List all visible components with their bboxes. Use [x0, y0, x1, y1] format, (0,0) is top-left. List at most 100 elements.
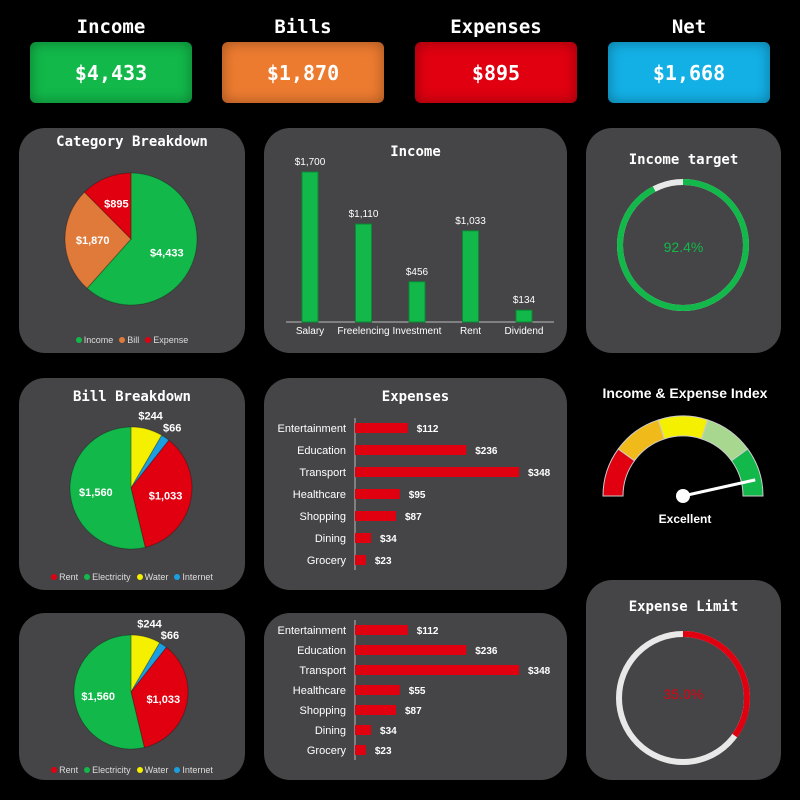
pie-slice-bill	[64, 191, 132, 289]
x-tick-label: Investment	[393, 326, 442, 337]
bar-dividend	[515, 309, 533, 323]
bar-value-label: $236	[475, 646, 498, 657]
legend-item: Internet	[174, 572, 213, 582]
pie-slice-internet	[130, 642, 168, 693]
pie-label: $66	[163, 423, 181, 435]
y-tick-label: Healthcare	[293, 489, 346, 501]
y-tick-label: Entertainment	[278, 423, 346, 435]
index-status: Excellent	[658, 512, 712, 526]
bar-value-label: $112	[417, 626, 439, 637]
y-tick-label: Entertainment	[278, 625, 346, 637]
gauge-band	[617, 419, 666, 462]
legend: Rent Electricity Water Internet	[19, 765, 245, 775]
bill-pie-2: $244$66 $1,033 $1,560	[73, 618, 189, 750]
kpi-value: $1,870	[222, 42, 384, 103]
kpi-value: $4,433	[30, 42, 192, 103]
kpi-label: Expenses	[450, 16, 542, 38]
bar-shopping	[355, 511, 396, 521]
expense-limit-value: 35.0%	[663, 686, 704, 702]
kpi-value: $895	[415, 42, 577, 103]
bar-value-label: $348	[528, 666, 551, 677]
category-pie: $4,433 $1,870 $895	[64, 172, 198, 306]
pie-label: $1,033	[146, 694, 180, 706]
bar-entertainment	[355, 625, 408, 635]
gauge-hub	[676, 489, 690, 503]
bar-value-label: $23	[375, 746, 392, 757]
bill-breakdown-card-2: $244 $66 $1,033 $1,560 Rent Electricity Water…	[19, 613, 245, 780]
pie-label: $1,033	[149, 491, 183, 503]
legend-item: Electricity	[84, 572, 131, 582]
pie-label: $244	[137, 618, 162, 630]
bar-dining	[355, 725, 372, 735]
y-tick-label: Education	[297, 645, 346, 657]
pie-slice-water	[130, 634, 161, 694]
bar-rent	[462, 230, 479, 323]
pie-slice-internet	[130, 434, 170, 489]
bar-shopping	[355, 705, 396, 715]
pie-slice-electricity	[73, 634, 145, 750]
pie-label: $4,433	[150, 248, 184, 260]
legend-item: Internet	[174, 765, 213, 775]
bill-pie: $244$66 $1,033 $1,560	[69, 411, 193, 550]
bar-value-label: $34	[380, 726, 397, 737]
expenses-bar-chart: Entertainment $112 Education $236 Transport $…	[278, 418, 551, 570]
y-tick-label: Shopping	[300, 705, 347, 717]
bar-freelencing	[355, 223, 372, 323]
income-target-value: 92.4%	[663, 239, 704, 255]
gauge-needle	[682, 478, 756, 498]
y-tick-label: Grocery	[307, 555, 347, 567]
bar-transport	[355, 665, 519, 675]
legend-item: Bill	[119, 335, 139, 345]
ring-progress	[616, 631, 750, 765]
card-title: Expense Limit	[628, 599, 739, 615]
income-target-card: Income target 92.4%	[586, 128, 781, 353]
x-tick-label: Salary	[296, 326, 324, 337]
x-tick-label: Rent	[460, 326, 481, 337]
pie-slice-electricity	[69, 426, 146, 550]
bar-value-label: $348	[528, 468, 551, 479]
pie-label: $66	[161, 630, 179, 642]
pie-slice-rent	[130, 646, 189, 749]
legend-item: Water	[136, 765, 168, 775]
legend-item: Rent	[51, 572, 78, 582]
y-tick-label: Healthcare	[293, 685, 346, 697]
card-title: Category Breakdown	[56, 134, 208, 150]
bar-investment	[408, 281, 426, 323]
bar-entertainment	[355, 423, 408, 433]
bar-value-label: $1,110	[349, 209, 379, 220]
expense-limit-card: Expense Limit 35.0%	[586, 580, 781, 780]
pie-label: $1,870	[76, 235, 110, 247]
income-bar-chart: $1,700 Salary $1,110 Freelencing $456 Investm…	[286, 157, 554, 337]
legend-item: Rent	[51, 765, 78, 775]
bar-value-label: $134	[513, 295, 536, 306]
kpi-label: Net	[671, 16, 707, 38]
expenses-card: Expenses Entertainment $112 Education $236 T…	[264, 378, 567, 590]
bar-value-label: $23	[375, 556, 392, 567]
income-card: Income $1,700 Salary $1,110 Freelencing $456…	[264, 128, 567, 353]
y-tick-label: Education	[297, 445, 346, 457]
card-title: Income	[390, 144, 441, 160]
bar-value-label: $112	[417, 424, 439, 435]
expenses-card-2: Entertainment $112 Education $236 Transport $…	[264, 613, 567, 780]
pie-label: $1,560	[79, 487, 113, 499]
expenses-bar-chart-2: Entertainment $112 Education $236 Transport $…	[278, 620, 551, 760]
bar-value-label: $236	[475, 446, 498, 457]
bar-education	[355, 445, 467, 455]
x-tick-label: Freelencing	[337, 326, 389, 337]
pie-slice-expense	[83, 172, 132, 241]
y-tick-label: Transport	[299, 467, 346, 479]
bar-value-label: $87	[405, 512, 422, 523]
card-title: Expenses	[381, 389, 450, 405]
y-tick-label: Grocery	[307, 745, 347, 757]
bar-healthcare	[355, 489, 400, 499]
bar-value-label: $55	[409, 686, 426, 697]
index-title: Income & Expense Index	[602, 385, 768, 401]
legend-item: Expense	[145, 335, 188, 345]
y-tick-label: Dining	[315, 533, 346, 545]
bar-value-label: $87	[405, 706, 422, 717]
pie-label: $1,560	[81, 691, 115, 703]
bar-salary	[301, 171, 319, 323]
bar-grocery	[355, 745, 366, 755]
bar-transport	[355, 467, 519, 477]
